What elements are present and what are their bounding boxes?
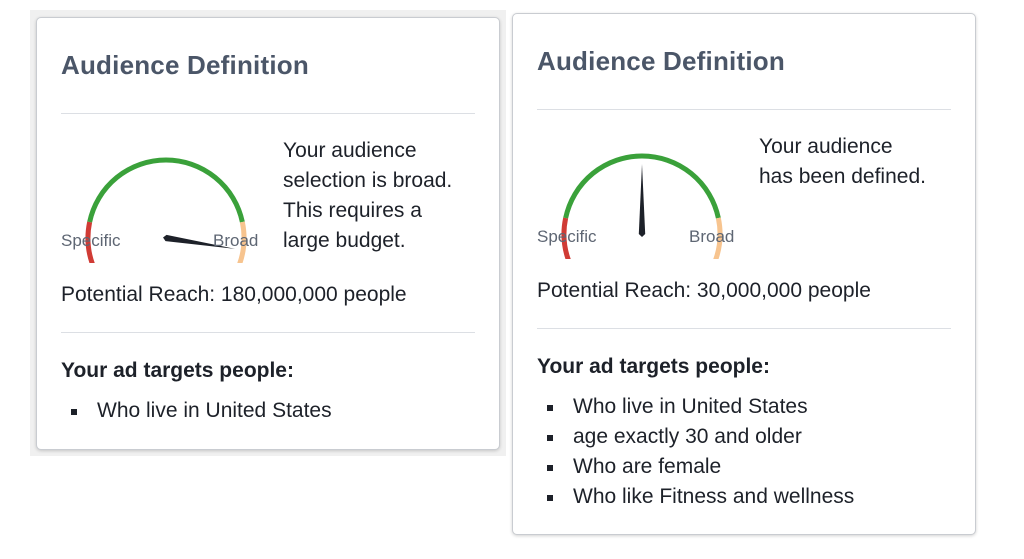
description-line: large budget. (283, 229, 406, 252)
description-line: Your audience (283, 139, 417, 162)
targets-list: Who live in United States age exactly 30… (537, 392, 854, 512)
gauge-arc-specific (85, 221, 95, 263)
description-line: selection is broad. (283, 169, 453, 192)
target-text: Who are female (573, 455, 722, 478)
target-text: Who live in United States (573, 395, 808, 418)
bullet-icon (547, 465, 553, 471)
gauge-label-specific: Specific (61, 231, 121, 250)
gauge-label-specific: Specific (537, 227, 597, 246)
gauge-arc-specific (561, 217, 571, 259)
description-line: This requires a (283, 199, 422, 222)
list-item: Who like Fitness and wellness (537, 482, 854, 512)
divider (537, 328, 951, 329)
targets-heading: Your ad targets people: (537, 355, 770, 378)
card-title: Audience Definition (61, 50, 309, 80)
gauge-label-broad: Broad (213, 231, 259, 250)
divider (61, 113, 475, 114)
gauge-arc-broad (237, 221, 247, 263)
description-line: has been defined. (759, 165, 926, 188)
gauge-arc-defined (563, 153, 721, 219)
bullet-icon (547, 435, 553, 441)
audience-definition-card-defined: Audience Definition Specific Broad Your … (512, 13, 976, 535)
audience-gauge (61, 128, 271, 263)
list-item: Who live in United States (61, 396, 332, 426)
gauge-needle (638, 164, 646, 237)
target-text: Who live in United States (97, 399, 332, 422)
target-text: age exactly 30 and older (573, 425, 802, 448)
list-item: age exactly 30 and older (537, 422, 854, 452)
description-line: Your audience (759, 135, 893, 158)
target-text: Who like Fitness and wellness (573, 485, 855, 508)
gauge-graphic (561, 153, 723, 259)
list-item: Who are female (537, 452, 854, 482)
card-title: Audience Definition (537, 46, 785, 76)
list-item: Who live in United States (537, 392, 854, 422)
potential-reach: Potential Reach: 30,000,000 people (537, 279, 871, 302)
audience-description: Your audience has been defined. (759, 132, 959, 192)
divider (61, 332, 475, 333)
gauge-arc-defined (87, 157, 245, 223)
targets-list: Who live in United States (61, 396, 332, 426)
bullet-icon (547, 405, 553, 411)
gauge-needle (163, 234, 236, 249)
targets-heading: Your ad targets people: (61, 359, 294, 382)
bullet-icon (71, 409, 77, 415)
audience-description: Your audience selection is broad. This r… (283, 136, 483, 256)
divider (537, 109, 951, 110)
gauge-graphic (85, 157, 247, 263)
audience-gauge (537, 124, 747, 259)
bullet-icon (547, 495, 553, 501)
potential-reach: Potential Reach: 180,000,000 people (61, 283, 407, 306)
gauge-label-broad: Broad (689, 227, 735, 246)
audience-definition-card-broad: Audience Definition Specific Broad Your … (36, 17, 500, 450)
gauge-arc-broad (713, 217, 723, 259)
